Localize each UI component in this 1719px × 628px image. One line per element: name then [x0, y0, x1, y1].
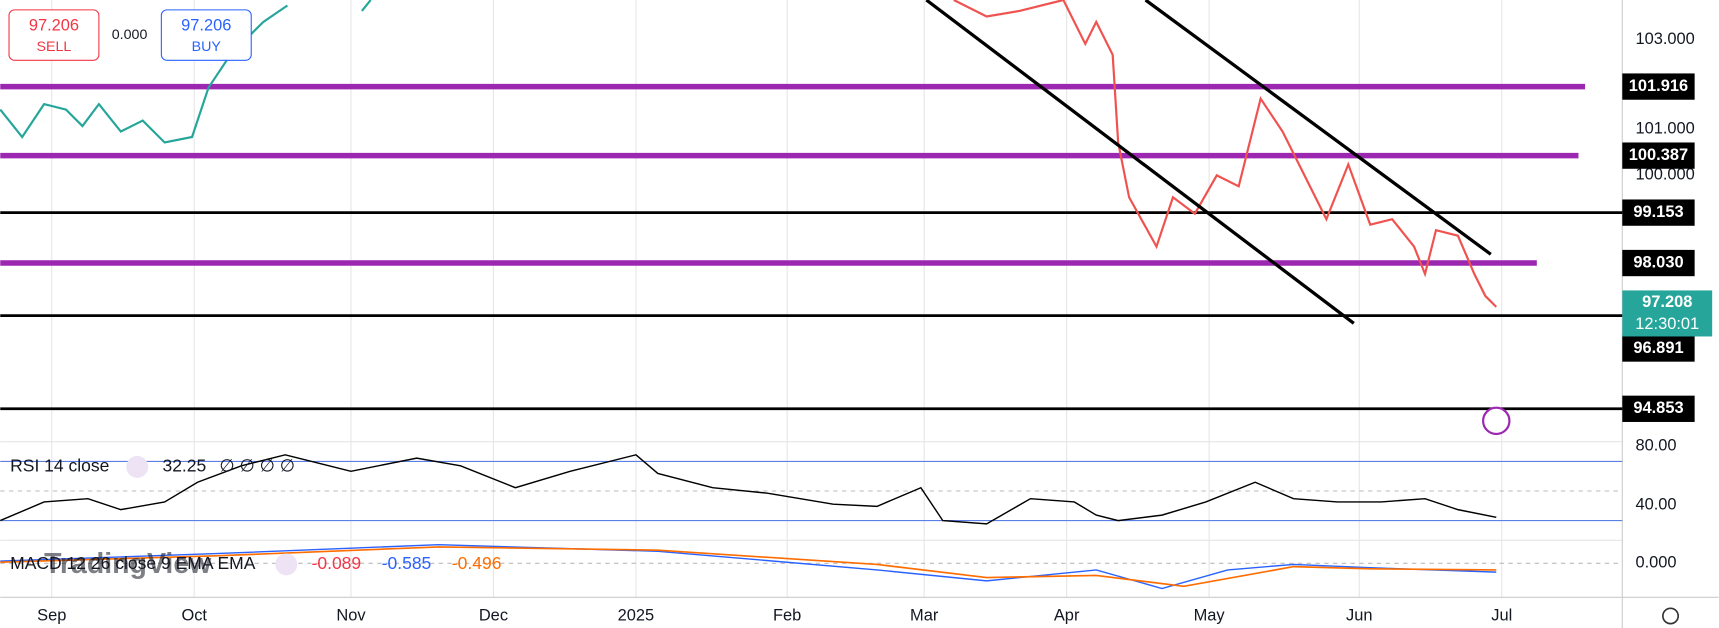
level-label: 94.853 — [1633, 399, 1683, 417]
sell-button[interactable] — [8, 9, 100, 61]
macd-axis-label: 0.000 — [1635, 554, 1676, 572]
level-box — [1622, 249, 1695, 277]
watermark: TradingView — [44, 548, 212, 580]
macd-value: -0.496 — [452, 553, 502, 573]
level-label: 96.891 — [1633, 339, 1683, 357]
sell-label: SELL — [37, 39, 72, 55]
time-label: Apr — [1054, 606, 1080, 624]
time-label: Sep — [37, 606, 66, 624]
level-box — [1622, 142, 1695, 169]
macd-value: -0.089 — [312, 553, 362, 573]
settings-icon[interactable] — [126, 455, 149, 478]
macd-value: -0.585 — [382, 553, 432, 573]
channel-line — [925, 0, 1355, 325]
signal-line — [0, 546, 1497, 588]
rsi-title: RSI 14 close — [10, 456, 109, 476]
level-box — [1622, 73, 1695, 100]
level-box — [1622, 335, 1695, 362]
settings-icon[interactable] — [275, 553, 298, 576]
rsi-axis-label: 40.00 — [1635, 496, 1676, 514]
level-label: 100.387 — [1629, 146, 1688, 164]
time-label: Jul — [1491, 606, 1512, 624]
time-label: Mar — [910, 606, 939, 624]
sell-price: 97.206 — [29, 17, 79, 35]
buy-price: 97.206 — [181, 17, 231, 35]
time-label: Feb — [773, 606, 801, 624]
spread: 0.000 — [112, 27, 148, 43]
time-label: Nov — [336, 606, 366, 624]
buy-button[interactable] — [160, 9, 252, 61]
level-label: 99.153 — [1633, 203, 1683, 221]
price-line — [361, 0, 372, 12]
rsi-line — [0, 454, 1497, 525]
current-price-box — [1622, 290, 1713, 337]
macd-title: MACD 12 26 close 9 EMA EMA — [10, 553, 256, 573]
time-label: Dec — [479, 606, 508, 624]
level-box — [1622, 395, 1695, 422]
price-line — [953, 0, 1498, 308]
price-label: 100.000 — [1635, 166, 1694, 184]
rsi-axis-label: 80.00 — [1635, 436, 1676, 454]
time-label: May — [1194, 606, 1226, 624]
settings-icon[interactable] — [1662, 607, 1680, 625]
level-label: 101.916 — [1629, 77, 1688, 95]
alert-icon[interactable] — [1482, 406, 1511, 436]
level-box — [1622, 199, 1695, 226]
time-label: Oct — [181, 606, 207, 624]
grid — [51, 0, 1503, 598]
current-price: 97.208 — [1642, 293, 1692, 311]
price-label: 103.000 — [1635, 30, 1694, 48]
rsi-value: 32.25 — [162, 456, 206, 476]
macd-line — [0, 543, 1497, 590]
buy-label: BUY — [192, 39, 222, 55]
price-label: 101.000 — [1635, 120, 1694, 138]
channel-line — [1144, 0, 1492, 256]
countdown: 12:30:01 — [1635, 315, 1699, 333]
level-label: 98.030 — [1633, 253, 1683, 271]
rsi-extra: ∅ ∅ ∅ ∅ — [219, 456, 295, 476]
time-label: 2025 — [618, 606, 655, 624]
time-label: Jun — [1346, 606, 1372, 624]
